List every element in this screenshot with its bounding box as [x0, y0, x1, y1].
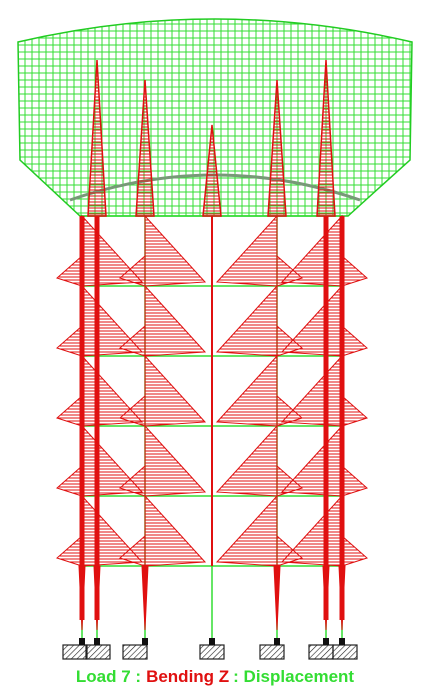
moment-triangle — [119, 534, 146, 567]
support-node — [323, 638, 329, 645]
support — [308, 644, 334, 660]
moment-triangle — [144, 494, 207, 567]
moment-triangle — [119, 324, 146, 357]
moment-spike — [87, 59, 107, 217]
support-node — [274, 638, 280, 645]
moment-triangle — [341, 394, 368, 427]
moment-triangle — [81, 284, 144, 357]
support — [122, 644, 148, 660]
support — [199, 644, 225, 660]
moment-triangle — [280, 424, 343, 497]
moment-triangle — [215, 494, 278, 567]
support-node — [339, 638, 345, 645]
moment-base — [338, 565, 346, 631]
moment-triangle — [56, 394, 83, 427]
support-node — [142, 638, 148, 645]
moment-triangle — [119, 254, 146, 287]
moment-triangle — [280, 284, 343, 357]
moment-triangle — [144, 214, 207, 287]
moment-triangle — [56, 464, 83, 497]
support-node — [209, 638, 215, 645]
moment-triangle — [280, 354, 343, 427]
caption: Load 7 : Bending Z: Displacement — [76, 667, 355, 686]
moment-triangle — [280, 494, 343, 567]
caption-view: : Displacement — [233, 667, 354, 686]
moment-triangle — [81, 424, 144, 497]
moment-base — [78, 565, 86, 631]
moment-triangle — [341, 464, 368, 497]
support-node — [94, 638, 100, 645]
moment-triangle — [81, 214, 144, 287]
support — [62, 644, 88, 660]
moment-triangle — [280, 214, 343, 287]
moment-triangle — [215, 424, 278, 497]
caption-load: Load 7 : — [76, 667, 141, 686]
moment-base — [93, 565, 101, 631]
moment-triangle — [341, 534, 368, 567]
support — [259, 644, 285, 660]
moment-spike — [267, 79, 287, 217]
moment-triangle — [119, 464, 146, 497]
moment-triangle — [341, 254, 368, 287]
moment-base — [141, 565, 149, 631]
moment-triangle — [215, 354, 278, 427]
moment-spike — [316, 59, 336, 217]
moment-triangle — [215, 214, 278, 287]
moment-base — [273, 565, 281, 631]
support — [332, 644, 358, 660]
supports — [62, 638, 358, 660]
moment-base — [322, 565, 330, 631]
support-node — [79, 638, 85, 645]
moment-triangle — [119, 394, 146, 427]
support — [85, 644, 111, 660]
bending-diagram — [56, 59, 368, 631]
moment-triangle — [56, 534, 83, 567]
moment-triangle — [81, 494, 144, 567]
moment-triangle — [341, 324, 368, 357]
moment-triangle — [215, 284, 278, 357]
caption-result: Bending Z — [146, 667, 229, 686]
moment-triangle — [56, 324, 83, 357]
tank-outline — [17, 18, 413, 217]
moment-triangle — [56, 254, 83, 287]
moment-triangle — [81, 354, 144, 427]
moment-triangle — [144, 424, 207, 497]
moment-triangle — [144, 354, 207, 427]
moment-triangle — [144, 284, 207, 357]
